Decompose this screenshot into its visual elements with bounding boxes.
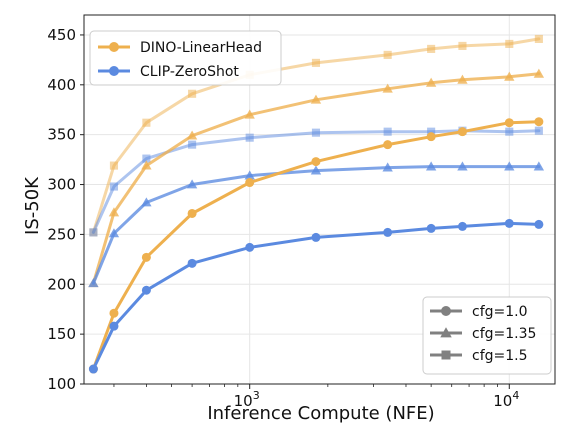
y-tick-label: 400 [47,76,76,94]
legend-label: cfg=1.5 [472,348,528,364]
data-point [186,179,198,189]
y-axis-title: IS-50K [22,176,43,235]
y-tick-label: 150 [47,325,76,343]
data-point [109,182,119,191]
data-point [505,127,514,136]
data-point [457,127,467,137]
data-point [245,242,255,252]
x-tick-label: 104 [493,389,519,410]
data-point [534,34,543,43]
y-tick-label: 350 [47,126,76,144]
series-clip-cfg-1.35 [88,161,545,288]
legend-marker [109,66,119,76]
data-point [141,197,152,207]
legend-label: cfg=1.0 [472,304,528,320]
data-point [89,228,98,237]
y-tick-label: 100 [47,375,76,393]
data-point [504,161,515,171]
data-point [426,223,436,233]
data-point [142,118,151,127]
data-point [425,161,437,171]
data-point [310,94,322,104]
legend-label: CLIP-ZeroShot [140,64,239,80]
x-axis-title: Inference Compute (NFE) [207,403,434,424]
data-point [188,140,197,149]
data-point [383,140,393,150]
data-point [533,68,545,78]
data-point [109,321,119,331]
data-point [425,77,437,87]
data-point [188,89,197,98]
y-tick-label: 250 [47,225,76,243]
y-tick-label: 300 [47,176,76,194]
data-point [534,126,543,135]
data-point [533,161,545,171]
data-point [457,221,467,231]
data-point [108,207,120,217]
data-point [383,127,392,136]
data-point [187,258,197,268]
data-point [245,133,254,142]
data-point [245,178,255,188]
data-point [382,162,393,172]
data-point [88,278,99,288]
data-point [244,170,255,180]
series-dino-cfg-1.35 [88,68,545,288]
data-point [186,130,198,140]
data-point [383,50,392,59]
data-point [141,160,152,170]
data-point [457,74,468,84]
data-point [311,128,321,137]
legend-label: DINO-LinearHead [140,40,262,56]
data-point [534,117,544,127]
data-point [382,83,393,93]
series-clip-cfg-1.0 [88,218,544,374]
legend-marker [440,327,452,338]
data-point [141,285,151,295]
data-point [187,208,197,218]
data-point [310,165,322,175]
data-point [383,227,393,237]
legend-cfg: cfg=1.0 cfg=1.35 cfg=1.5 [422,296,552,375]
data-point [504,71,515,81]
data-point [311,58,321,67]
data-point [108,228,120,238]
x-tick-label: 103 [234,389,260,410]
data-point [505,39,514,48]
data-point [504,218,514,228]
legend-box [89,30,282,86]
data-point [426,132,436,142]
data-point [458,41,467,50]
data-point [311,157,321,167]
data-point [427,44,436,53]
data-point [244,109,255,119]
data-point [142,154,151,163]
data-point [311,232,321,242]
series-clip-cfg-1.5 [89,126,543,237]
data-point [109,161,119,170]
y-tick-label: 200 [47,275,76,293]
data-point [427,127,436,136]
legend-marker [109,42,119,52]
data-point [504,118,514,128]
plot-frame [83,14,556,385]
legend-models: DINO-LinearHead CLIP-ZeroShot [89,30,282,86]
y-tick-label: 450 [47,26,76,44]
legend-marker [441,350,451,360]
data-point [457,161,468,171]
data-point [141,252,151,262]
legend-marker [441,306,451,316]
data-point [88,364,98,374]
data-point [109,308,119,318]
data-point [534,219,544,229]
legend-label: cfg=1.35 [472,326,536,342]
